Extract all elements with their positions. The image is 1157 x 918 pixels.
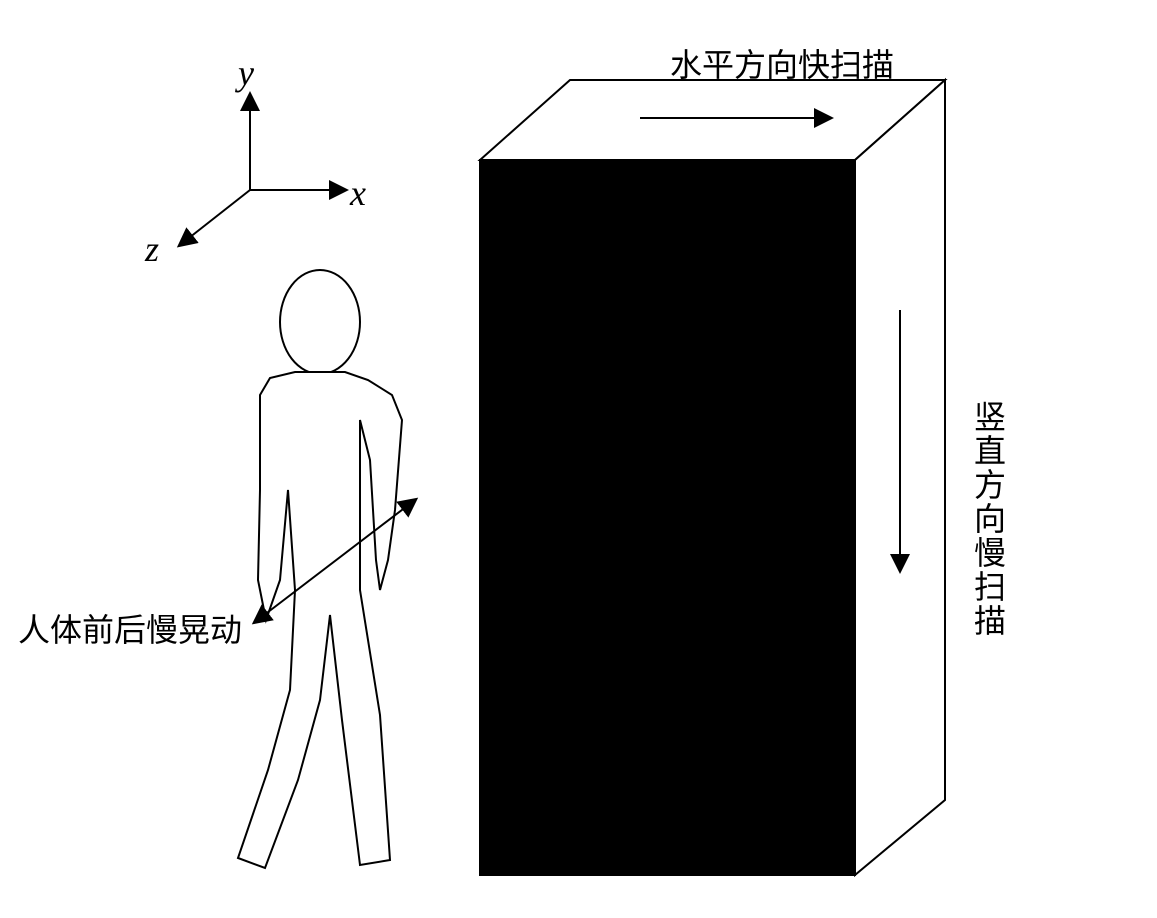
vertical-scan-label: 竖直方向慢扫描 [965,400,1011,638]
body-sway-label: 人体前后慢晃动 [18,605,242,651]
cuboid-front-face [480,160,855,875]
y-axis-label: y [238,52,254,94]
person-body [238,372,402,868]
person-figure [238,270,402,868]
person-head [280,270,360,374]
z-axis [180,190,250,245]
cuboid [480,80,945,875]
z-axis-label: z [145,228,159,270]
x-axis-label: x [350,172,366,214]
diagram-container: 水平方向快扫描 竖直方向慢扫描 人体前后慢晃动 x y z [0,0,1157,913]
coordinate-axes [180,95,345,245]
horizontal-scan-label: 水平方向快扫描 [670,40,894,86]
